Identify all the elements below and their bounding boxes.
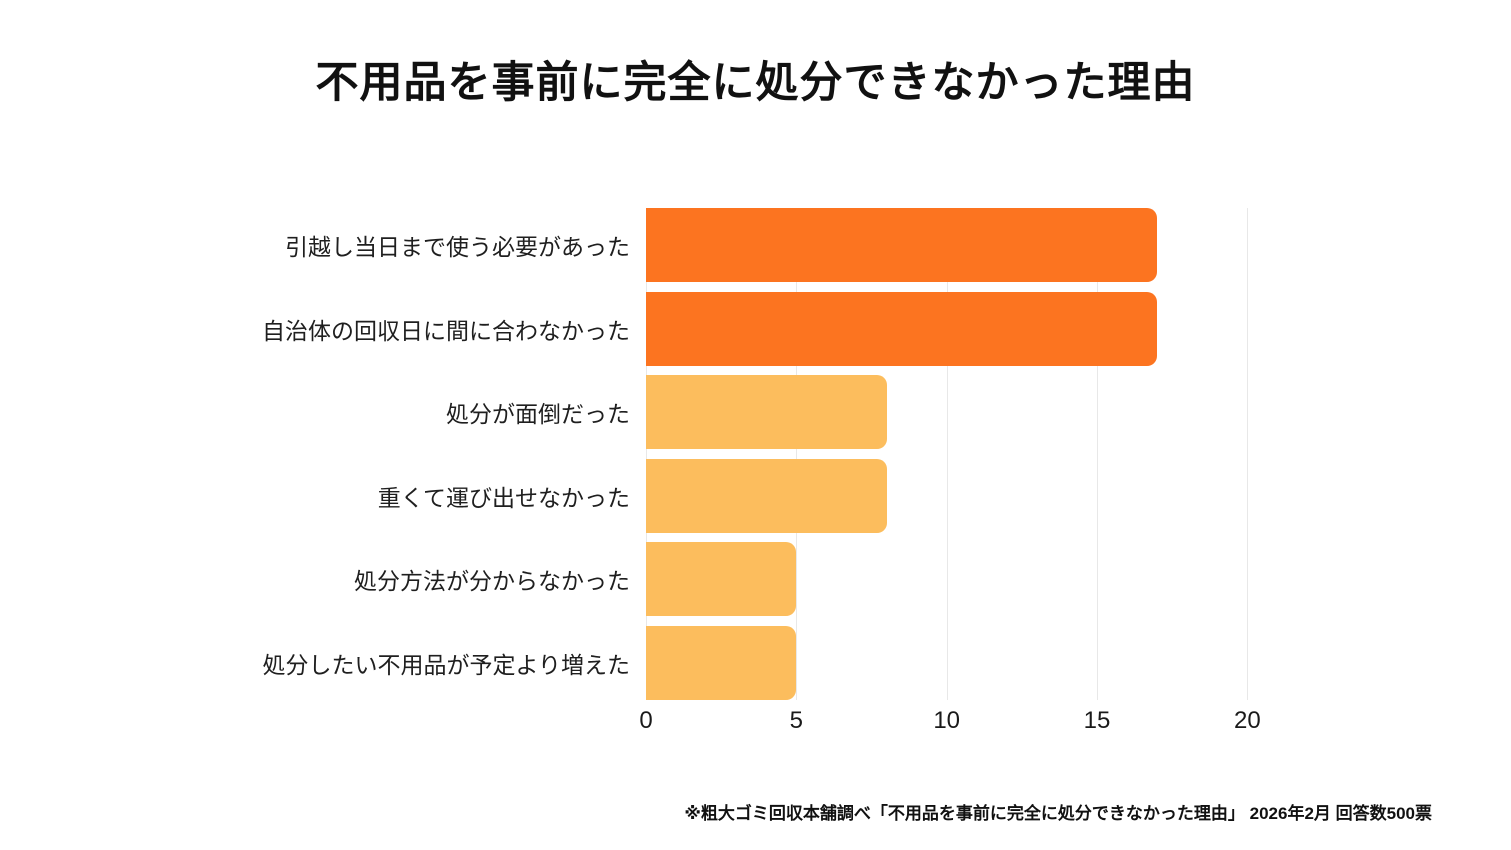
x-axis: 0 5 10 15 20 (639, 700, 1306, 742)
chart-title: 不用品を事前に完全に処分できなかった理由 (315, 59, 1196, 107)
bar-row (646, 542, 1306, 617)
category-label: 処分方法が分からなかった (354, 568, 630, 595)
category-label: 引越し当日まで使う必要があった (285, 234, 630, 260)
bar-row (646, 375, 1306, 450)
x-tick-label: 15 (1083, 707, 1111, 734)
x-tick-label: 20 (1234, 707, 1261, 734)
bar (646, 208, 1158, 282)
bar (646, 458, 887, 533)
bar (646, 625, 797, 700)
category-label: 処分が面倒だった (446, 401, 630, 428)
bar-row (646, 625, 1306, 700)
gridline (946, 208, 948, 700)
category-label: 自治体の回収日に間に合わなかった (262, 317, 630, 344)
category-label: 重くて運び出せなかった (377, 484, 630, 511)
gridline (646, 208, 647, 700)
bar (646, 291, 1158, 366)
source-note: ※粗大ゴミ回収本舗調べ「不用品を事前に完全に処分できなかった理由」 2026年2… (684, 804, 1432, 823)
bar-row (646, 291, 1306, 366)
x-tick-label: 0 (639, 707, 653, 734)
bar-rows (646, 208, 1306, 700)
gridline (1247, 208, 1249, 700)
bar (646, 542, 797, 617)
bar (646, 375, 887, 450)
category-label: 処分したい不用品が予定より増えた (262, 651, 630, 678)
gridline (1097, 208, 1099, 700)
plot-area (646, 208, 1306, 700)
x-tick-label: 5 (789, 707, 804, 734)
bar-row (646, 208, 1306, 282)
bar-row (646, 458, 1306, 533)
x-tick-label: 10 (933, 707, 961, 734)
gridlines (646, 208, 1306, 700)
category-labels: 引越し当日まで使う必要があった自治体の回収日に間に合わなかった処分が面倒だった重… (0, 208, 630, 700)
gridline (796, 208, 798, 700)
